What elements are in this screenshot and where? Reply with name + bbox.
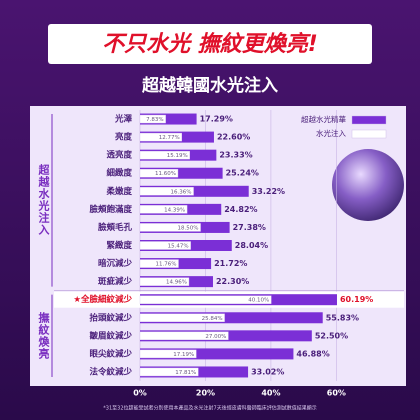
bar — [140, 113, 197, 125]
bar — [139, 259, 179, 268]
y-tick-label: 細緻度 — [106, 168, 132, 179]
bar — [139, 187, 194, 196]
bar — [139, 277, 190, 286]
value-label: 12.77% — [159, 135, 180, 141]
y-tick-label: 透亮度 — [106, 150, 132, 161]
group-label: 超越水光注入 — [37, 164, 50, 237]
value-label: 7.83% — [146, 117, 163, 123]
value-label: 52.50% — [315, 331, 348, 340]
value-label: 27.00% — [205, 334, 226, 340]
y-tick-label: ★全臉細紋減少 — [73, 294, 132, 305]
value-label: 17.81% — [175, 370, 196, 376]
bar — [139, 349, 197, 359]
bar — [139, 331, 229, 341]
legend-label: 超越水光精華 — [301, 114, 346, 124]
value-label: 21.72% — [214, 259, 247, 268]
bar — [139, 114, 166, 124]
bar — [139, 313, 225, 322]
bar — [140, 185, 249, 197]
y-tick-label: 臉頰毛孔 — [98, 222, 133, 233]
y-tick-label: 光澤 — [114, 114, 133, 125]
group-label: 撫紋煥亮 — [37, 311, 50, 360]
value-label: 18.50% — [178, 225, 199, 231]
value-label: 25.24% — [226, 169, 259, 178]
bar — [139, 241, 191, 250]
value-label: 16.36% — [171, 189, 192, 195]
bar — [139, 367, 199, 377]
value-label: 11.60% — [155, 171, 176, 177]
value-label: 15.19% — [167, 153, 188, 159]
value-label: 55.83% — [326, 313, 359, 322]
value-label: 28.04% — [235, 241, 268, 250]
y-tick-label: 抬頭紋減少 — [89, 312, 132, 323]
value-label: 22.60% — [217, 133, 250, 142]
y-tick-label: 臉頰飽滿度 — [89, 204, 132, 215]
decor-orb — [332, 149, 404, 221]
legend-label: 水光注入 — [316, 128, 346, 138]
chart-subtitle: 超越韓國水光注入 — [142, 75, 278, 96]
bar — [140, 312, 323, 324]
value-label: 14.96% — [166, 280, 187, 286]
y-tick-label: 法令紋減少 — [89, 366, 132, 377]
value-label: 17.29% — [200, 115, 233, 124]
value-label: 11.76% — [156, 262, 177, 268]
bar — [140, 348, 294, 360]
value-label: 14.39% — [164, 207, 185, 213]
bar — [139, 132, 182, 142]
x-tick-label: 60% — [327, 389, 346, 398]
y-tick-label: 柔嫩度 — [105, 186, 132, 197]
y-tick-label: 亮度 — [115, 132, 133, 143]
y-tick-label: 緊緻度 — [106, 240, 132, 251]
legend-swatch — [351, 115, 387, 125]
y-tick-label: 暗沉減少 — [98, 258, 133, 269]
value-label: 25.84% — [202, 316, 223, 322]
bar — [139, 205, 188, 214]
bar — [139, 295, 272, 304]
bar — [139, 223, 201, 232]
value-label: 22.30% — [216, 277, 249, 286]
x-tick-label: 40% — [261, 389, 280, 398]
bar — [140, 167, 223, 179]
footnote: *31至32位超能受試者分別使用本產品及水光注射7天後經皮膚科醫師臨床評估測試數… — [103, 405, 316, 412]
y-tick-label: 斑疵減少 — [98, 276, 133, 287]
value-label: 27.38% — [233, 223, 266, 232]
x-tick-label: 0% — [133, 389, 147, 398]
title-banner — [48, 24, 372, 64]
legend-swatch — [351, 129, 387, 139]
value-label: 33.22% — [252, 187, 285, 196]
chart-title: 不只水光 撫紋更煥亮! — [102, 31, 318, 57]
value-label: 33.02% — [251, 367, 284, 376]
bar — [139, 169, 179, 178]
value-label: 40.10% — [248, 298, 269, 304]
bar — [139, 150, 190, 160]
value-label: 23.33% — [219, 151, 252, 160]
value-label: 46.88% — [296, 349, 329, 358]
value-label: 15.47% — [168, 244, 189, 250]
value-label: 24.82% — [224, 205, 257, 214]
value-label: 60.19% — [340, 295, 373, 304]
y-tick-label: 皺眉紋減少 — [89, 330, 132, 341]
value-label: 17.19% — [173, 352, 194, 358]
y-tick-label: 眼尖紋減少 — [89, 348, 132, 359]
x-tick-label: 20% — [196, 389, 215, 398]
